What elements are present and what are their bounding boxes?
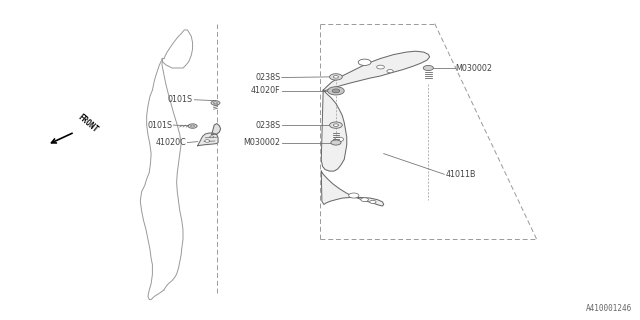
Text: FRONT: FRONT (76, 112, 99, 134)
Circle shape (330, 122, 342, 128)
Circle shape (333, 124, 339, 126)
Circle shape (370, 200, 376, 204)
Polygon shape (321, 171, 384, 206)
Circle shape (377, 65, 385, 69)
Circle shape (328, 87, 344, 95)
Text: 0238S: 0238S (255, 121, 280, 130)
Text: A410001246: A410001246 (586, 304, 632, 313)
Text: 0101S: 0101S (147, 121, 172, 130)
Circle shape (349, 193, 359, 198)
Circle shape (188, 124, 197, 128)
Circle shape (191, 125, 195, 127)
Circle shape (358, 59, 371, 66)
Polygon shape (198, 133, 218, 146)
Text: 41011B: 41011B (445, 171, 476, 180)
Text: 0238S: 0238S (255, 73, 280, 82)
Text: M030002: M030002 (243, 138, 280, 147)
Circle shape (332, 89, 340, 93)
Circle shape (331, 140, 341, 145)
Circle shape (423, 66, 433, 70)
Circle shape (210, 136, 214, 138)
Text: 0101S: 0101S (168, 95, 193, 104)
Circle shape (387, 69, 394, 73)
Circle shape (214, 102, 218, 104)
Circle shape (205, 140, 210, 142)
Circle shape (330, 74, 342, 80)
Circle shape (211, 101, 220, 105)
Polygon shape (323, 51, 429, 91)
Circle shape (333, 76, 339, 78)
Text: 41020F: 41020F (251, 86, 280, 95)
Circle shape (361, 198, 369, 202)
Circle shape (335, 137, 344, 142)
Text: 41020C: 41020C (156, 138, 186, 147)
Polygon shape (212, 124, 221, 135)
Text: M030002: M030002 (456, 63, 493, 73)
Polygon shape (321, 90, 347, 171)
